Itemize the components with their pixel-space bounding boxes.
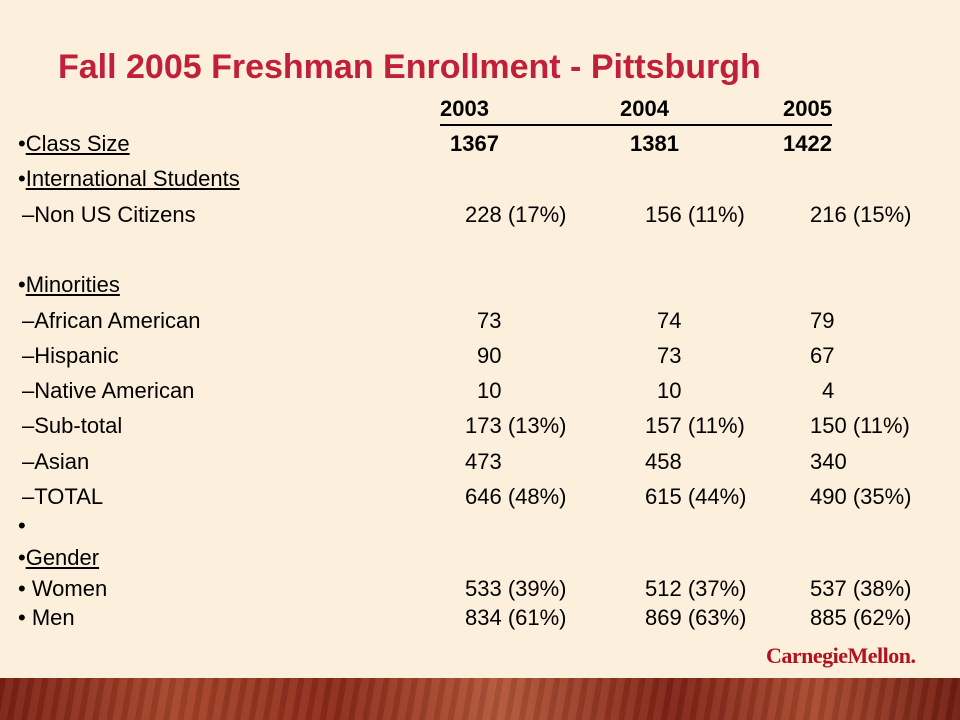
african-american-label: –African American (22, 308, 201, 333)
african-american-2005: 79 (810, 308, 835, 333)
row-african-american: –African American 73 74 79 (0, 308, 960, 338)
non-us-2004: 156 (11%) (645, 202, 745, 227)
native-american-2004: 10 (657, 378, 682, 403)
slide-title: Fall 2005 Freshman Enrollment - Pittsbur… (58, 48, 761, 86)
class-size-2004: 1381 (630, 131, 679, 156)
native-american-2005: 4 (822, 378, 835, 403)
subtotal-2004: 157 (11%) (645, 413, 745, 438)
row-subtotal: –Sub-total 173 (13%) 157 (11%) 150 (11%) (0, 413, 960, 443)
row-asian: –Asian 473 458 340 (0, 449, 960, 479)
non-us-2003: 228 (17%) (465, 202, 567, 227)
year-header-2004: 2004 (620, 96, 669, 121)
row-international: •International Students (18, 166, 240, 191)
row-gender: •Gender (18, 545, 100, 570)
non-us-2005: 216 (15%) (810, 202, 912, 227)
women-2004: 512 (37%) (645, 576, 747, 601)
men-2005: 885 (62%) (810, 605, 912, 630)
hispanic-2003: 90 (477, 343, 502, 368)
total-label: –TOTAL (22, 484, 104, 509)
total-2004: 615 (44%) (645, 484, 747, 509)
men-2003: 834 (61%) (465, 605, 567, 630)
year-header-2005: 2005 (783, 96, 832, 121)
asian-2005: 340 (810, 449, 847, 474)
empty-bullet: • (18, 513, 26, 538)
subtotal-2003: 173 (13%) (465, 413, 567, 438)
asian-label: –Asian (22, 449, 90, 474)
african-american-2003: 73 (477, 308, 502, 333)
hispanic-2004: 73 (657, 343, 682, 368)
gender-label: Gender (25, 545, 100, 570)
footer-texture-band (0, 678, 960, 720)
row-minorities: •Minorities (18, 272, 120, 297)
row-hispanic: –Hispanic 90 73 67 (0, 343, 960, 373)
total-2005: 490 (35%) (810, 484, 912, 509)
minorities-label: Minorities (25, 272, 120, 297)
women-2003: 533 (39%) (465, 576, 567, 601)
class-size-2005: 1422 (783, 131, 832, 156)
men-2004: 869 (63%) (645, 605, 747, 630)
international-students-label: International Students (25, 166, 240, 191)
row-women: • Women 533 (39%) 512 (37%) 537 (38%) (0, 576, 960, 606)
asian-2004: 458 (645, 449, 682, 474)
women-label: • Women (18, 576, 108, 601)
row-empty-bullet: • (0, 513, 960, 543)
subtotal-2005: 150 (11%) (810, 413, 910, 438)
row-class-size: •Class Size 1367 1381 1422 (18, 131, 832, 156)
class-size-label: Class Size (25, 131, 130, 156)
women-2005: 537 (38%) (810, 576, 912, 601)
asian-2003: 473 (465, 449, 502, 474)
class-size-2003: 1367 (450, 131, 499, 156)
row-native-american: –Native American 10 10 4 (0, 378, 960, 408)
row-total: –TOTAL 646 (48%) 615 (44%) 490 (35%) (0, 484, 960, 514)
row-non-us-citizens: –Non US Citizens 228 (17%) 156 (11%) 216… (0, 202, 960, 232)
native-american-2003: 10 (477, 378, 502, 403)
year-header-2003: 2003 (440, 96, 489, 121)
total-2003: 646 (48%) (465, 484, 567, 509)
men-label: • Men (18, 605, 75, 630)
subtotal-label: –Sub-total (22, 413, 123, 438)
native-american-label: –Native American (22, 378, 195, 403)
non-us-citizens-label: –Non US Citizens (22, 202, 196, 227)
carnegie-mellon-logo: CarnegieMellon. (766, 643, 916, 668)
year-header-row: 2003 2004 2005 (0, 96, 960, 130)
row-men: • Men 834 (61%) 869 (63%) 885 (62%) (0, 605, 960, 635)
hispanic-2005: 67 (810, 343, 835, 368)
african-american-2004: 74 (657, 308, 682, 333)
hispanic-label: –Hispanic (22, 343, 119, 368)
header-underline (440, 124, 832, 126)
